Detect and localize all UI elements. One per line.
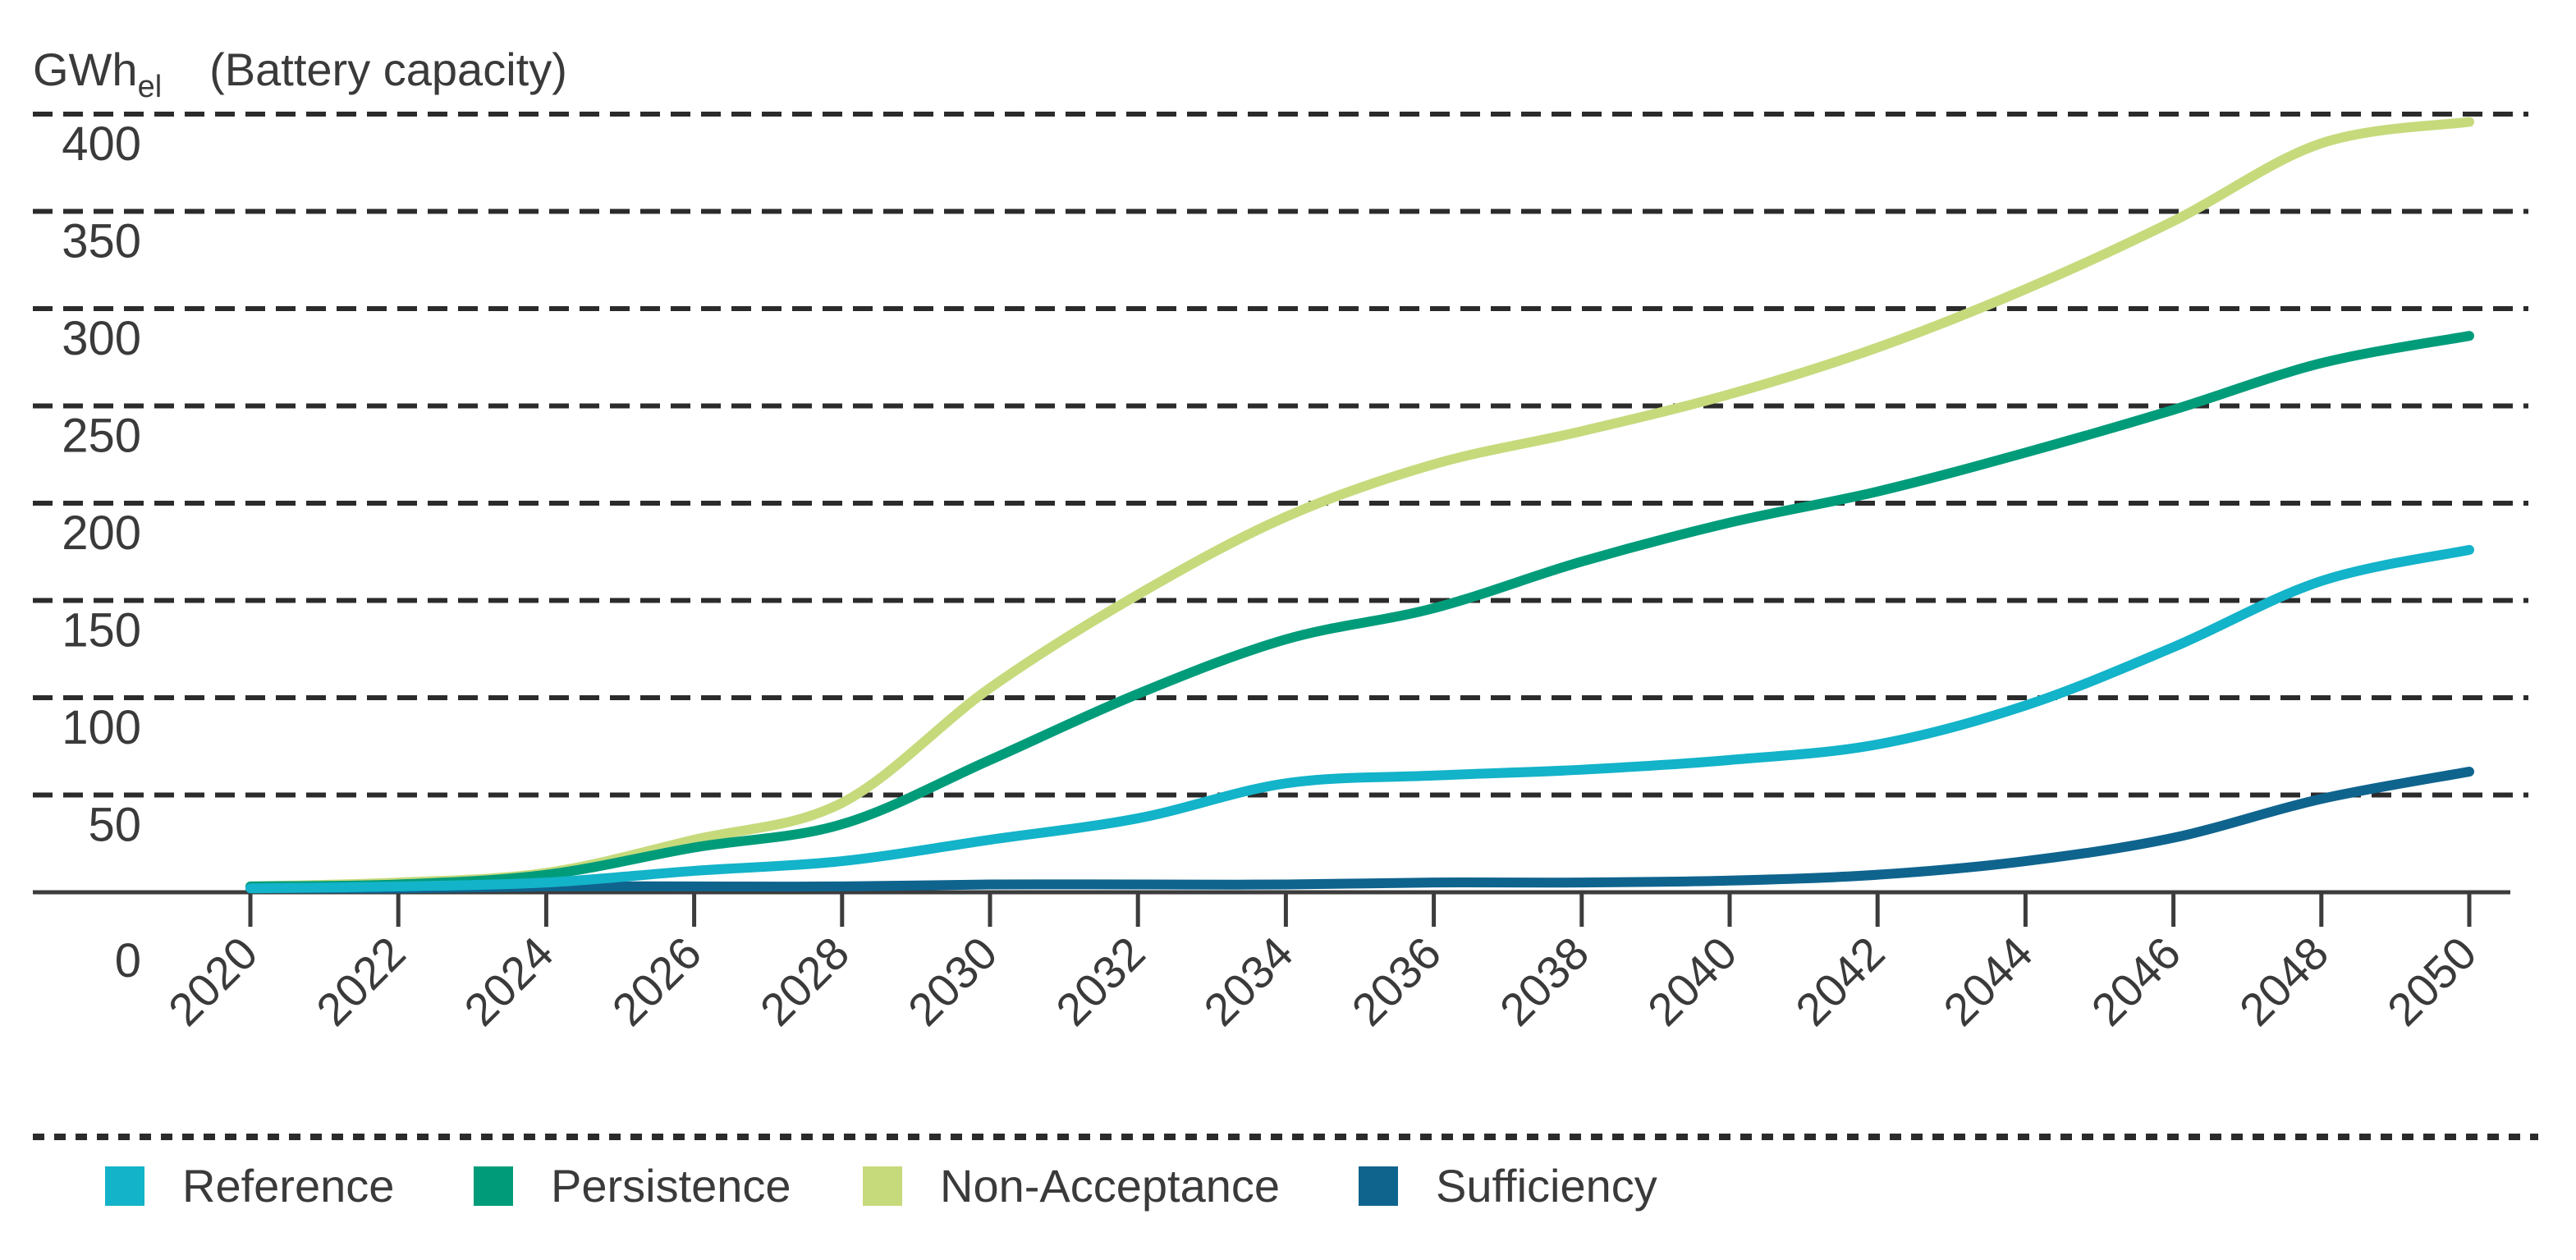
legend-swatch-sufficiency: [1359, 1166, 1398, 1206]
legend-item-non-acceptance: Non-Acceptance: [863, 1159, 1280, 1212]
y-axis-label: 50: [88, 799, 141, 852]
unit-text: GWh: [33, 44, 138, 95]
y-axis-label: 250: [62, 410, 141, 463]
x-tick-label: 2044: [1933, 927, 2042, 1036]
y-axis-label: 400: [62, 117, 141, 171]
x-tick-label: 2046: [2081, 927, 2190, 1036]
y-axis-label: 350: [62, 215, 141, 268]
x-tick-label: 2048: [2230, 927, 2339, 1036]
legend-swatch-non-acceptance: [863, 1166, 902, 1206]
x-tick-label: 2030: [898, 927, 1007, 1036]
x-tick-label: 2036: [1341, 927, 1451, 1036]
x-tick-label: 2034: [1194, 927, 1303, 1036]
x-tick-label: 2028: [750, 927, 859, 1036]
x-tick-label: 2032: [1046, 927, 1155, 1036]
y-axis-label: 0: [115, 934, 141, 987]
series-line-persistence: [245, 331, 2474, 891]
axis-description: (Battery capacity): [209, 44, 567, 95]
legend: Reference Persistence Non-Acceptance Suffic…: [0, 1159, 2576, 1233]
x-tick-label: 2024: [454, 927, 563, 1036]
series-line-sufficiency: [245, 767, 2474, 894]
y-axis-label: 300: [62, 312, 141, 365]
legend-swatch-persistence: [474, 1166, 513, 1206]
legend-item-sufficiency: Sufficiency: [1359, 1159, 1657, 1212]
series-line-reference: [245, 544, 2474, 894]
legend-swatch-reference: [105, 1166, 144, 1206]
legend-label: Non-Acceptance: [940, 1160, 1281, 1212]
x-tick-label: 2050: [2377, 927, 2487, 1036]
legend-item-persistence: Persistence: [474, 1159, 791, 1212]
x-tick-label: 2042: [1785, 927, 1895, 1036]
y-axis-label: 150: [62, 604, 141, 657]
x-tick-label: 2022: [306, 927, 415, 1036]
x-tick-label: 2040: [1638, 927, 1747, 1036]
x-tick-label: 2020: [158, 927, 268, 1036]
legend-label: Persistence: [551, 1160, 791, 1212]
y-axis-label: 100: [62, 701, 141, 754]
legend-label: Reference: [182, 1160, 395, 1212]
y-axis-unit-title: GWhel (Battery capacity): [33, 43, 567, 105]
y-axis-label: 200: [62, 506, 141, 560]
x-tick-label: 2038: [1490, 927, 1599, 1036]
unit-subscript: el: [137, 70, 163, 104]
x-tick-label: 2026: [602, 927, 711, 1036]
legend-label: Sufficiency: [1436, 1160, 1657, 1212]
legend-item-reference: Reference: [105, 1159, 394, 1212]
